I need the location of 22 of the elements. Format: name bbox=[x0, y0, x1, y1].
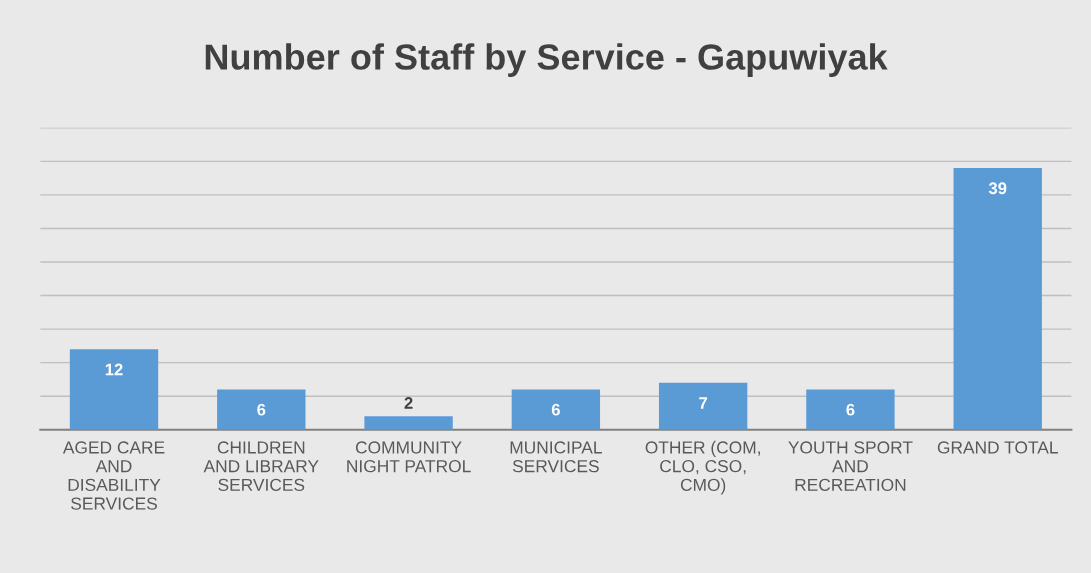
bar bbox=[217, 389, 306, 430]
x-tick-label: GRAND TOTAL bbox=[937, 441, 1058, 454]
data-label: 7 bbox=[699, 397, 708, 409]
data-label: 6 bbox=[551, 403, 560, 416]
data-label: 39 bbox=[988, 182, 1007, 195]
data-label: 2 bbox=[404, 397, 413, 409]
chart-title: Number of Staff by Service - Gapuwiyak bbox=[205, 43, 888, 77]
x-tick-label: OTHER (COM, CLO, CSO, CMO) bbox=[645, 440, 760, 495]
x-tick-label: CHILDREN AND LIBRARY SERVICES bbox=[203, 441, 319, 492]
x-tick-label: YOUTH SPORT AND RECREATION bbox=[788, 441, 913, 492]
data-label: 6 bbox=[257, 403, 266, 416]
bar bbox=[364, 416, 453, 430]
data-label: 6 bbox=[846, 403, 855, 416]
x-tick-label: AGED CARE AND DISABILITY SERVICES bbox=[62, 441, 165, 510]
bar bbox=[953, 168, 1042, 430]
bar bbox=[806, 389, 895, 430]
bar bbox=[69, 349, 159, 430]
x-tick-label: MUNICIPAL SERVICES bbox=[510, 441, 602, 473]
x-tick-label: COMMUNITY NIGHT PATROL bbox=[347, 441, 471, 473]
bar bbox=[658, 382, 748, 430]
data-label: 12 bbox=[105, 363, 123, 376]
bar bbox=[511, 389, 601, 430]
